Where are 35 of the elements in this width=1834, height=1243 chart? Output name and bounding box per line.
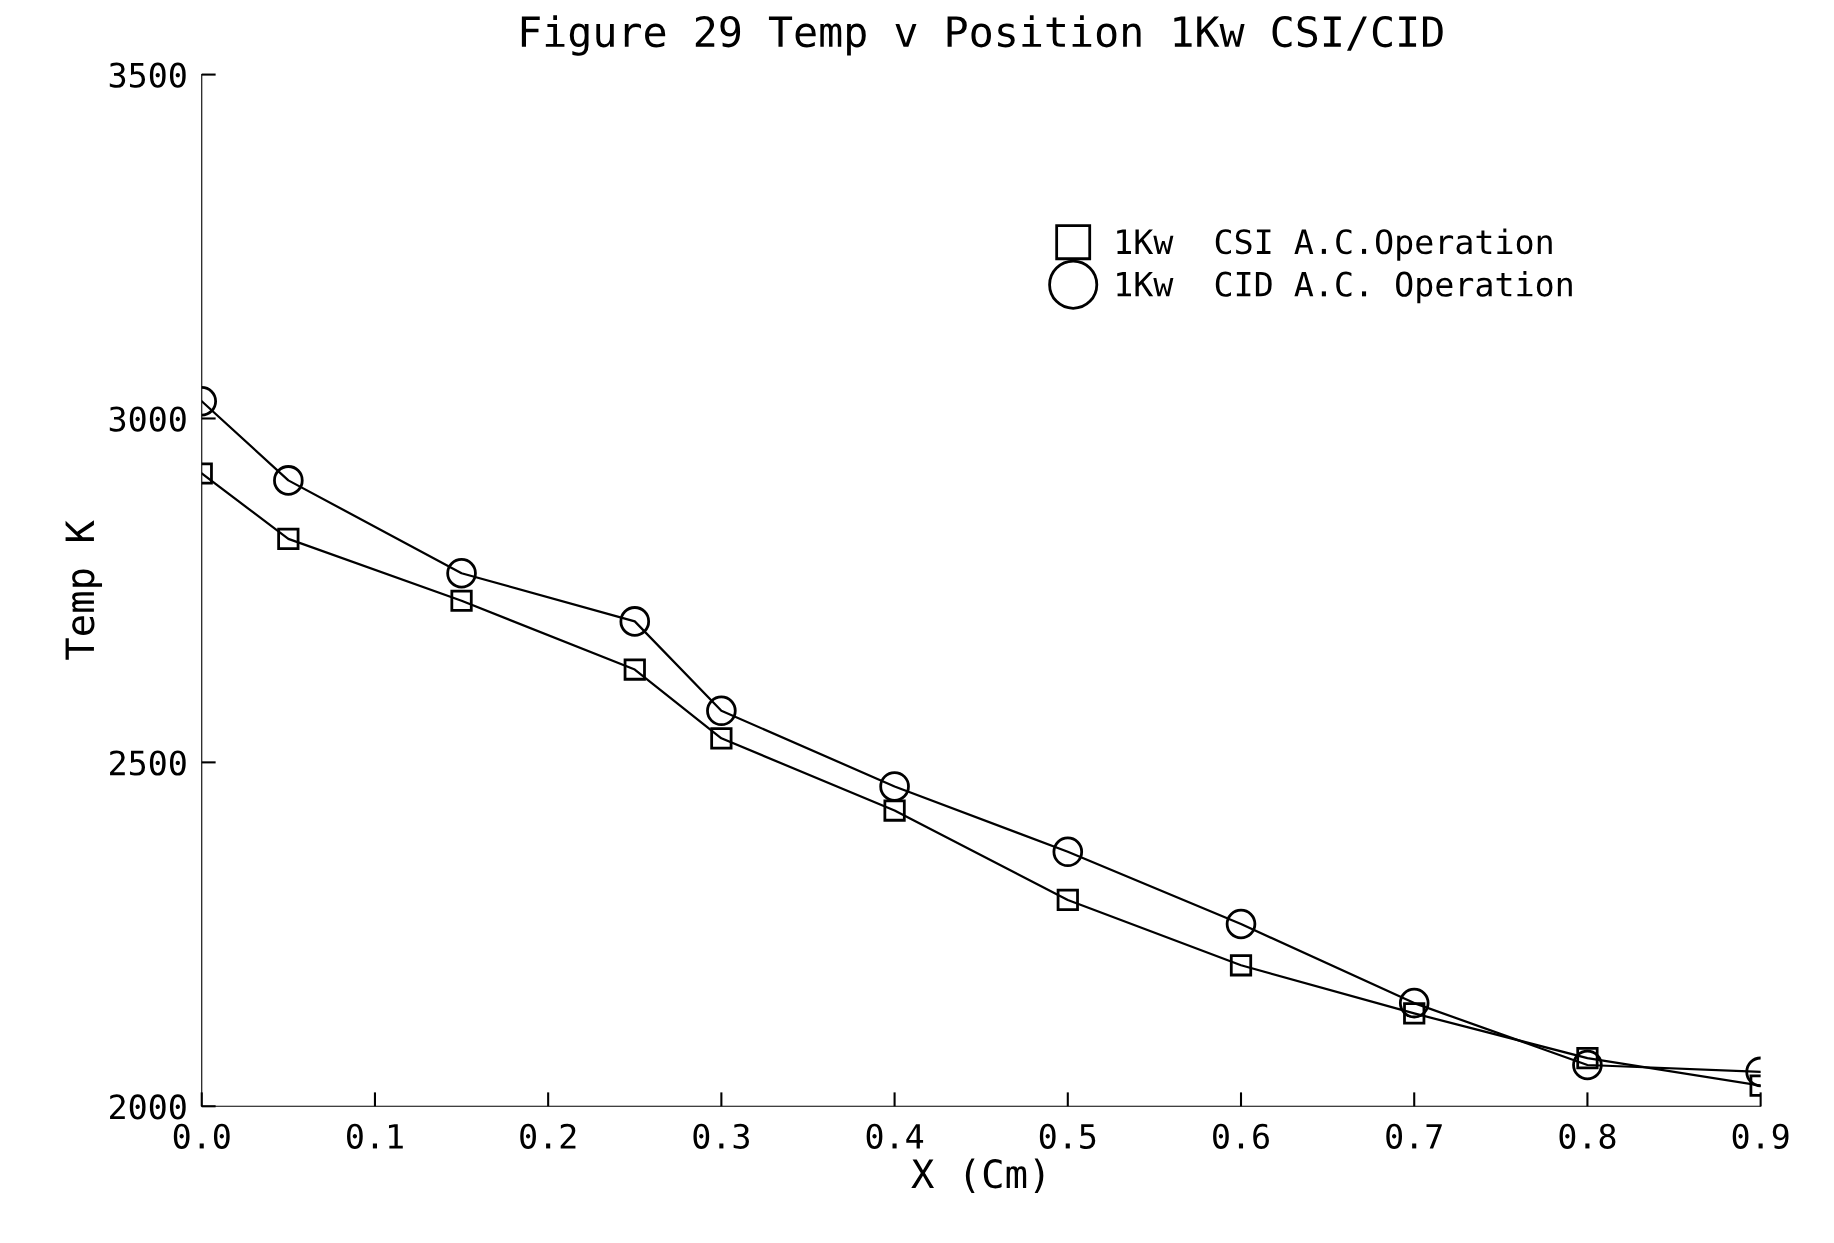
chart-title: Figure 29 Temp v Position 1Kw CSI/CID <box>521 15 1443 56</box>
x-tick-label: 0.6 <box>1213 1123 1269 1149</box>
point <box>1052 836 1084 868</box>
point <box>273 465 304 496</box>
legend-label: 1Kw CID A.C. Operation <box>1117 271 1572 304</box>
point <box>1229 954 1253 977</box>
y-tick-label: 3000 <box>109 406 186 432</box>
point <box>623 658 646 681</box>
point <box>1572 1049 1603 1081</box>
x-tick-label: 0.7 <box>1386 1123 1442 1149</box>
point <box>277 527 300 550</box>
x-tick-label: 0.3 <box>693 1123 749 1149</box>
y-axis-title: Temp K <box>65 520 103 660</box>
point <box>883 799 906 822</box>
point <box>706 695 737 727</box>
x-tick-label: 0.4 <box>866 1123 924 1149</box>
x-tick-label: 0.0 <box>173 1123 230 1149</box>
point <box>1056 888 1079 912</box>
point <box>710 727 733 750</box>
x-tick-label: 0.1 <box>347 1123 403 1149</box>
point <box>619 606 651 637</box>
x-tick-label: 0.8 <box>1559 1123 1616 1149</box>
x-tick-label: 0.2 <box>520 1123 576 1149</box>
x-tick-label: 0.9 <box>1732 1123 1789 1149</box>
point <box>1225 908 1257 940</box>
y-tick-label: 2500 <box>110 750 186 776</box>
x-axis-title: X (Cm) <box>911 1158 1044 1194</box>
y-tick-label: 3500 <box>109 62 186 88</box>
y-tick-label: 2000 <box>110 1094 186 1120</box>
x-tick-label: 0.5 <box>1039 1123 1096 1149</box>
legend-label: 1Kw CSI A.C.Operation <box>1117 228 1552 261</box>
point <box>879 771 910 802</box>
point <box>450 589 473 612</box>
point <box>1398 987 1430 1019</box>
point <box>446 557 477 589</box>
